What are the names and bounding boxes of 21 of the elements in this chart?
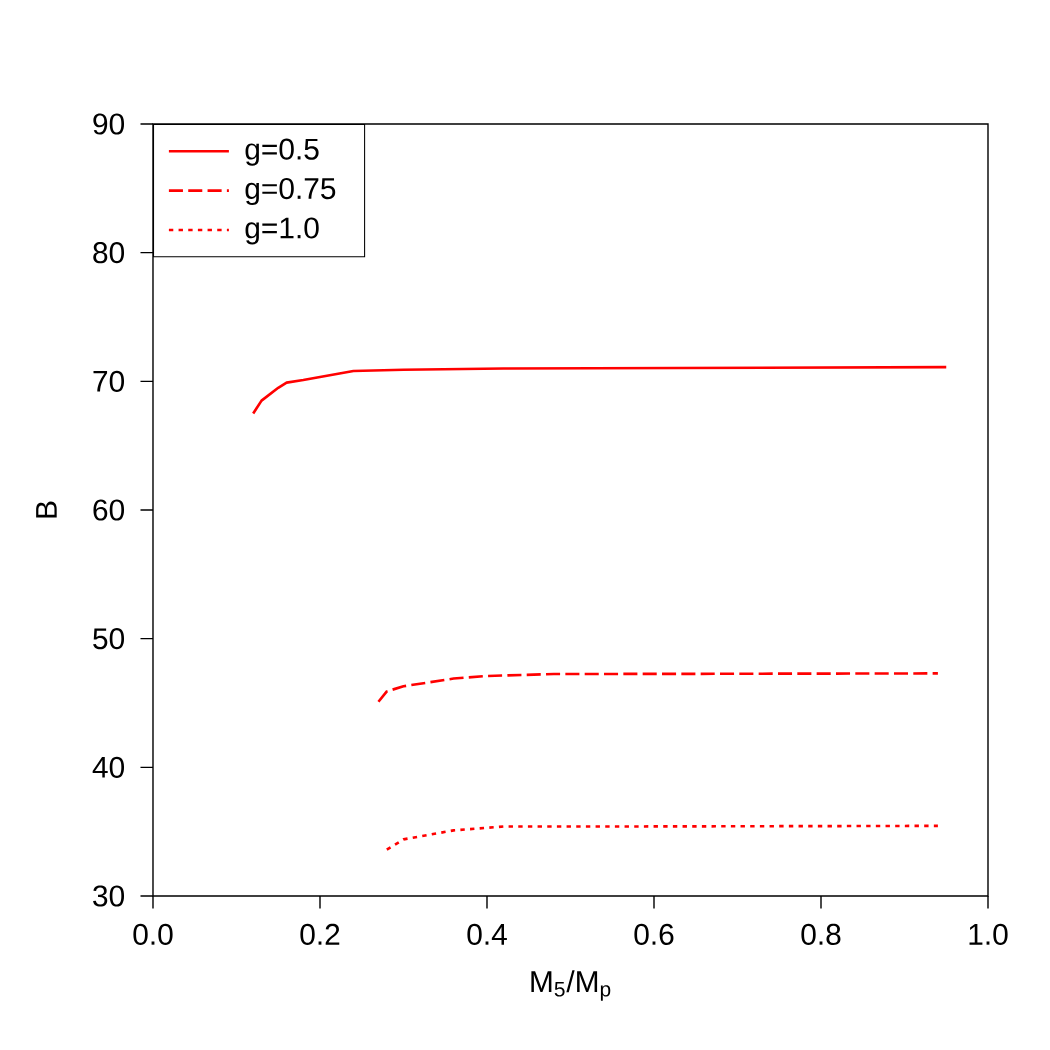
x-tick-label: 0.0 <box>133 923 173 945</box>
y-tick-label: 90 <box>93 113 125 135</box>
y-tick-label: 30 <box>93 885 125 907</box>
x-tick-label: 0.4 <box>467 923 507 945</box>
y-tick-label: 60 <box>93 499 125 521</box>
line-series <box>385 824 940 851</box>
legend-label: g=0.75 <box>245 177 336 206</box>
y-axis-title: B <box>36 501 57 518</box>
x-axis-title: M$_{5}$/M$_{p}$ <box>531 970 611 1001</box>
legend-label: g=0.5 <box>245 138 319 166</box>
x-tick-label: 0.8 <box>801 923 841 945</box>
x-tick-label: 0.6 <box>634 923 674 945</box>
y-tick-label: 40 <box>92 756 125 778</box>
x-tick-label: 1.0 <box>969 923 1008 945</box>
line-series <box>251 365 948 415</box>
y-tick-label: 50 <box>93 628 125 650</box>
x-tick-label: 0.2 <box>300 923 340 945</box>
line-series <box>377 672 940 704</box>
y-tick-label: 80 <box>93 242 125 264</box>
legend-label: g=1.0 <box>245 217 319 245</box>
y-tick-label: 70 <box>93 370 125 392</box>
